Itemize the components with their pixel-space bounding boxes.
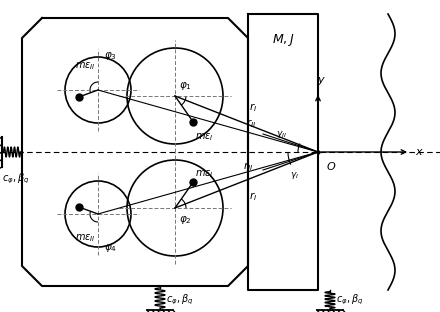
Text: $c_\varphi, \beta_q$: $c_\varphi, \beta_q$ [166, 293, 194, 307]
Text: $c_\varphi, \beta_q$: $c_\varphi, \beta_q$ [336, 293, 363, 307]
Text: $m\varepsilon_{II}$: $m\varepsilon_{II}$ [75, 232, 96, 244]
Text: $r_{II}$: $r_{II}$ [246, 117, 257, 130]
Text: $O$: $O$ [326, 160, 336, 172]
Text: $c_\varphi, \beta_q$: $c_\varphi, \beta_q$ [2, 172, 29, 186]
Text: $m\varepsilon_I$: $m\varepsilon_I$ [195, 168, 214, 180]
Text: $M, J$: $M, J$ [272, 32, 294, 48]
Text: $\varphi_3$: $\varphi_3$ [104, 50, 117, 62]
Text: $y$: $y$ [316, 75, 326, 87]
Text: $r_I$: $r_I$ [249, 101, 257, 114]
Text: $m\varepsilon_{II}$: $m\varepsilon_{II}$ [75, 60, 96, 72]
Text: $x$: $x$ [415, 147, 424, 157]
Text: $\varphi_1$: $\varphi_1$ [179, 80, 192, 92]
Text: $\gamma_I$: $\gamma_I$ [290, 170, 299, 181]
Text: $\varphi_4$: $\varphi_4$ [104, 242, 117, 254]
Text: $r_{II}$: $r_{II}$ [243, 160, 253, 173]
Text: $m\varepsilon_I$: $m\varepsilon_I$ [195, 131, 214, 143]
Text: $\gamma_{II}$: $\gamma_{II}$ [276, 129, 287, 140]
Text: $r_I$: $r_I$ [249, 190, 257, 203]
Text: $\varphi_2$: $\varphi_2$ [179, 214, 192, 226]
